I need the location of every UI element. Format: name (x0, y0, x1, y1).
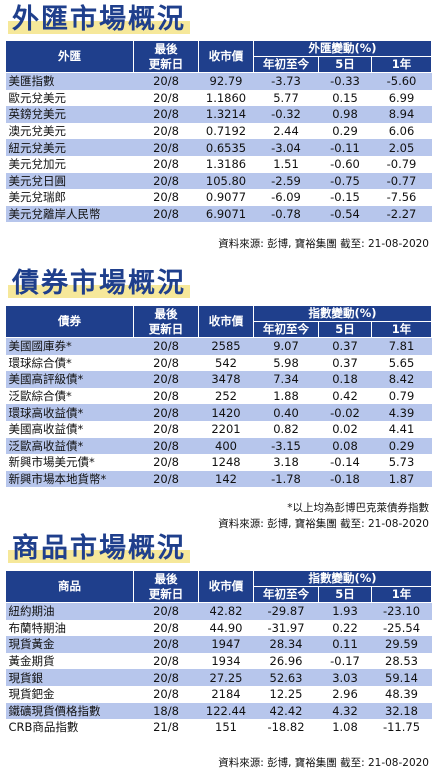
header-1y: 1年 (371, 56, 432, 73)
header-5d: 5日 (318, 321, 372, 338)
fx-section-title: 外匯市場概況 (8, 4, 190, 36)
table-row: 泛歐綜合債* 20/8 252 1.88 0.42 0.79 (5, 387, 432, 405)
commodity-table: 商品 最後 更新日 收市價 指數變動(%) 年初至今 5日 1年 紐約期油 20/8… (5, 570, 432, 736)
table-row: 新興市場美元債* 20/8 1248 3.18 -0.14 5.73 (5, 454, 432, 471)
header-5d: 5日 (318, 56, 372, 73)
fx-table: 外匯 最後 更新日 收市價 外匯變動(%) 年初至今 5日 1年 美匯指數 20/8… (5, 40, 432, 223)
header-name: 債券 (5, 305, 134, 338)
table-row: 美國高收益債* 20/8 2201 0.82 0.02 4.41 (5, 420, 432, 438)
header-date: 最後 更新日 (133, 305, 199, 338)
header-1y: 1年 (371, 586, 432, 603)
header-ytd: 年初至今 (253, 56, 319, 73)
table-row: 布蘭特期油 20/8 44.90 -31.97 0.22 -25.54 (5, 619, 432, 637)
header-ytd: 年初至今 (253, 321, 319, 338)
bond-note: *以上均為彭博巴克萊債券指數 (287, 502, 429, 514)
table-row: 新興市場本地貨幣* 20/8 142 -1.78 -0.18 1.87 (5, 470, 432, 488)
header-1y: 1年 (371, 321, 432, 338)
header-date: 最後 更新日 (133, 570, 199, 603)
table-row: 美元兌加元 20/8 1.3186 1.51 -0.60 -0.79 (5, 155, 432, 173)
header-price: 收市價 (198, 305, 254, 338)
table-row: 英鎊兌美元 20/8 1.3214 -0.32 0.98 8.94 (5, 106, 432, 123)
table-row: 紐約期油 20/8 42.82 -29.87 1.93 -23.10 (5, 602, 432, 620)
table-row: 鐵礦現貨價格指數 18/8 122.44 42.42 4.32 32.18 (5, 702, 432, 720)
table-row: 美國高評級債* 20/8 3478 7.34 0.18 8.42 (5, 371, 432, 388)
bond-section-title: 債券市場概況 (8, 268, 190, 300)
table-row: 美匯指數 20/8 92.79 -3.73 -0.33 -5.60 (5, 72, 432, 90)
header-name: 外匯 (5, 40, 134, 73)
table-row: CRB商品指數 21/8 151 -18.82 1.08 -11.75 (5, 719, 432, 736)
header-5d: 5日 (318, 586, 372, 603)
header-price: 收市價 (198, 570, 254, 603)
commodity-section-title: 商品市場概況 (8, 533, 190, 565)
table-row: 美元兌瑞郎 20/8 0.9077 -6.09 -0.15 -7.56 (5, 189, 432, 206)
table-row: 現貨黃金 20/8 1947 28.34 0.11 29.59 (5, 636, 432, 653)
table-row: 現貨銀 20/8 27.25 52.63 3.03 59.14 (5, 669, 432, 686)
fx-source: 資料來源: 彭博, 寶裕集團 截至: 21-08-2020 (218, 238, 429, 250)
bond-source: 資料來源: 彭博, 寶裕集團 截至: 21-08-2020 (218, 518, 429, 530)
table-row: 泛歐高收益債* 20/8 400 -3.15 0.08 0.29 (5, 437, 432, 455)
table-row: 美元兌日圓 20/8 105.80 -2.59 -0.75 -0.77 (5, 172, 432, 190)
table-row: 歐元兌美元 20/8 1.1860 5.77 0.15 6.99 (5, 89, 432, 107)
table-row: 環球綜合債* 20/8 542 5.98 0.37 5.65 (5, 354, 432, 372)
header-ytd: 年初至今 (253, 586, 319, 603)
header-change: 指數變動(%) (253, 570, 432, 587)
header-change: 外匯變動(%) (253, 40, 432, 57)
header-price: 收市價 (198, 40, 254, 73)
table-row: 黃金期貨 20/8 1934 26.96 -0.17 28.53 (5, 652, 432, 670)
header-name: 商品 (5, 570, 134, 603)
table-row: 紐元兌美元 20/8 0.6535 -3.04 -0.11 2.05 (5, 139, 432, 156)
header-change: 指數變動(%) (253, 305, 432, 322)
bond-table: 債券 最後 更新日 收市價 指數變動(%) 年初至今 5日 1年 美國國庫券* 20… (5, 305, 432, 488)
table-row: 澳元兌美元 20/8 0.7192 2.44 0.29 6.06 (5, 122, 432, 140)
table-row: 美國國庫券* 20/8 2585 9.07 0.37 7.81 (5, 337, 432, 355)
table-row: 環球高收益債* 20/8 1420 0.40 -0.02 4.39 (5, 404, 432, 421)
table-row: 現貨鈀金 20/8 2184 12.25 2.96 48.39 (5, 685, 432, 703)
table-row: 美元兌離岸人民幣 20/8 6.9071 -0.78 -0.54 -2.27 (5, 205, 432, 223)
header-date: 最後 更新日 (133, 40, 199, 73)
commodity-source: 資料來源: 彭博, 寶裕集團 截至: 21-08-2020 (218, 757, 429, 769)
